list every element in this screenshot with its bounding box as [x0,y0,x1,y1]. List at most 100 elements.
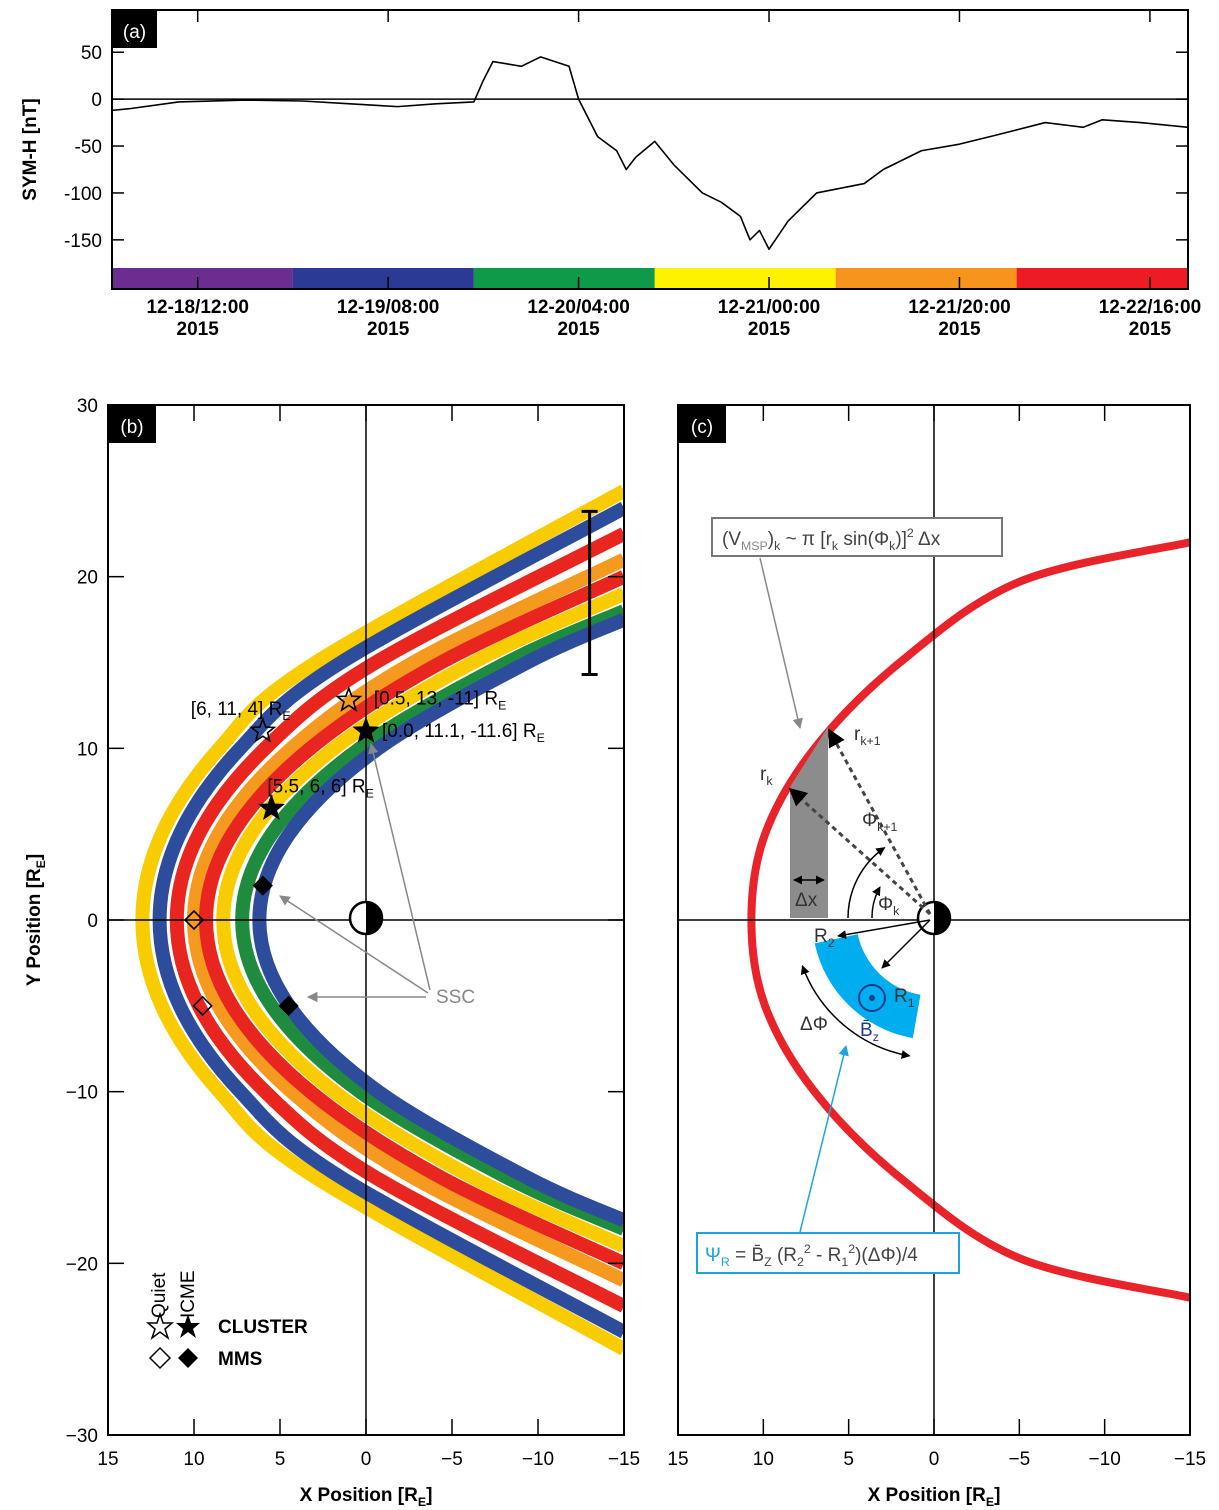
text-part: ) [768,529,774,550]
x-axis-label: X Position [RE] [868,1485,1001,1509]
y-tick-label: 10 [77,739,98,760]
text-part: - R [811,1245,842,1266]
star-marker [249,716,277,743]
x-tick-label: −10 [522,1449,554,1470]
text-part: ~ π [r [780,529,832,550]
y-axis-label: Y Position [RE] [24,854,48,986]
annotation: Φk [878,894,900,918]
text-part: k [893,904,900,918]
diamond-marker [183,909,205,931]
plot-frame [111,9,1189,290]
text-part: 2 [828,936,835,950]
x-tick-label: 12-18/12:00 2015 [146,297,249,340]
text-part: R [721,1255,730,1269]
panel-label: (c) [691,417,713,438]
panel-label-box [678,405,726,443]
text-part: [5.5, 6, 6] R [267,776,365,797]
y-tick-label: 0 [91,90,102,111]
y-tick-label: 20 [77,568,98,589]
panel-label: (b) [120,417,143,438]
volume-slice [790,727,828,918]
point-label: [5.5, 6, 6] RE [267,776,373,800]
text-part: 1 [841,1255,848,1269]
legend-label: CLUSTER [218,1317,308,1338]
text-part: Ψ [705,1245,721,1266]
x-tick-label: −15 [608,1449,640,1470]
point-label: [6, 11, 4] RE [191,699,291,723]
legend-symbol [176,1314,200,1338]
text-part: ] [994,1485,1000,1506]
legend-header: Quiet [149,1272,170,1318]
legend-label: MMS [218,1349,262,1370]
legend-symbol [145,1311,175,1341]
period-band [112,268,293,289]
y-tick-label: 50 [81,43,102,64]
text-part: 2 [848,1242,855,1256]
text-part: E [282,709,290,723]
panel-label-box [108,405,156,443]
x-tick-label: 15 [97,1449,118,1470]
period-band [292,268,474,289]
text-part: 2 [907,526,914,540]
y-tick-label: −10 [66,1083,98,1104]
x-tick-label: 12-21/20:00 2015 [908,297,1011,340]
y-tick-label: 30 [77,396,98,417]
text-part: sin(Φ [838,529,889,550]
text-part: k [889,539,896,553]
x-tick-label: 12-20/04:00 2015 [527,297,630,340]
ssc-label: SSC [436,987,475,1008]
formula-box [711,517,1003,557]
text-part: 1 [908,996,915,1010]
y-tick-label: −30 [66,1426,98,1447]
text-part: X Position [R [300,1485,419,1506]
text-part: E [498,698,506,712]
radius-arrows [759,557,932,1233]
x-tick-label: 12-22/16:00 2015 [1098,297,1202,340]
panel-label: (a) [123,22,146,43]
x-tick-label: 10 [183,1449,204,1470]
diamond-marker [192,995,213,1016]
x-tick-label: 15 [667,1449,688,1470]
text-part: B̄ [860,1020,873,1041]
annotation: ΔΦ [800,1014,828,1035]
diamond-marker [252,875,273,896]
text-part: 2 [797,1255,804,1269]
formula: (VMSP)k ~ π [rk sin(Φk)]2 Δx [722,526,941,553]
text-part: Φ [862,810,877,831]
annotation: rk [760,764,773,788]
star-marker [257,794,285,820]
text-part: k [774,539,781,553]
star-marker [335,685,363,712]
annotation: B̄z [860,1020,879,1044]
text-part: ΔΦ [800,1014,828,1035]
point-label: [0.0, 11.1, -11.6] RE [382,721,545,745]
symh-line [111,56,1189,251]
annotation: Δx [795,890,818,911]
text-part: [6, 11, 4] R [191,699,283,720]
text-part: E [34,860,48,868]
y-tick-label: -100 [64,184,102,205]
text-part: k [766,774,773,788]
ssc-arrows [279,742,431,1003]
x-axis-label: X Position [RE] [300,1485,433,1509]
text-part: R [814,926,828,947]
y-axis-label: SYM-H [nT] [20,98,41,200]
legend-header: ICME [178,1271,199,1319]
text-part: X Position [R [868,1485,987,1506]
y-tick-label: 0 [87,911,98,932]
period-band [1016,268,1188,289]
text-part: k [832,539,839,553]
text-part: )] [895,529,907,550]
formula-box [696,1232,960,1274]
text-part: [0.5, 13, -11] R [374,688,498,709]
earth [348,900,384,936]
panel-label-box [112,10,157,48]
annotation: Φk+1 [862,810,898,834]
text-part: R [894,986,908,1007]
text-part: Δx [795,890,818,911]
x-tick-label: −15 [1174,1449,1206,1470]
text-part: = B̄ [730,1245,764,1266]
x-tick-label: 10 [753,1449,774,1470]
